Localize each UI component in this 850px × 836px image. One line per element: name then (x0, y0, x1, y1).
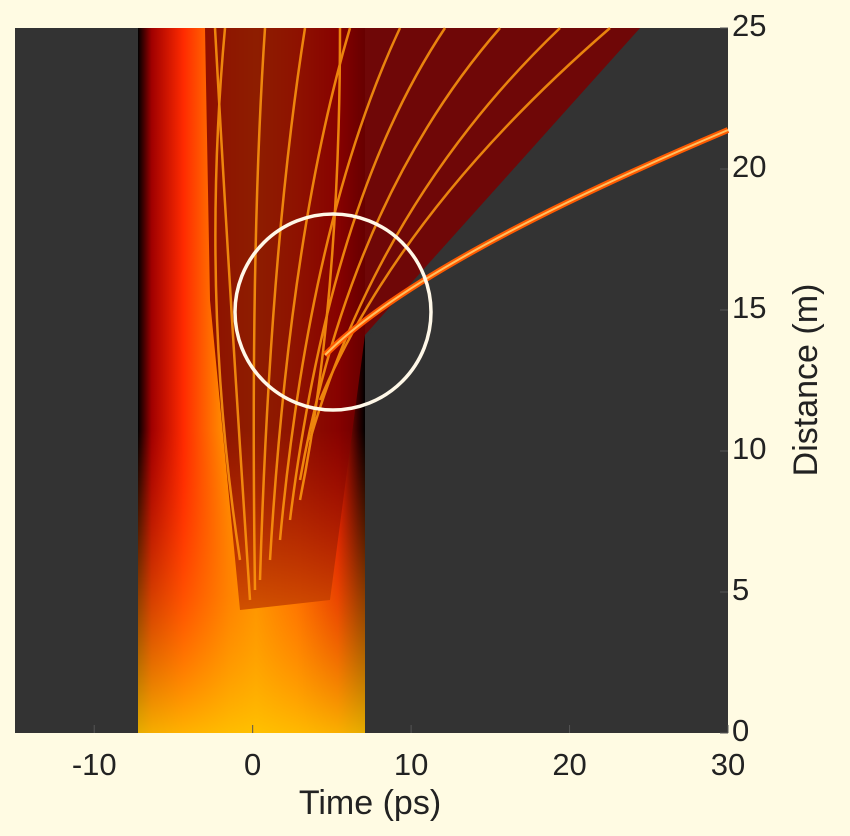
soliton-core (324, 129, 729, 356)
x-tick-label: 30 (711, 747, 745, 782)
y-tick-label: 0 (732, 713, 749, 748)
y-tick-label: 10 (732, 431, 766, 466)
y-tick-label: 20 (732, 149, 766, 184)
x-tick-label: 10 (394, 747, 428, 782)
fan-curves (213, 27, 611, 601)
x-axis-label: Time (ps) (299, 784, 441, 822)
y-axis-label: Distance (m) (787, 284, 825, 477)
y-tick-label: 15 (732, 290, 766, 325)
x-tick-label: 20 (552, 747, 586, 782)
highlight-circle (233, 212, 433, 412)
y-tick-label: 5 (732, 572, 749, 607)
plot-area (15, 27, 730, 733)
pulse-core (138, 430, 365, 733)
y-tick-label: 25 (732, 8, 766, 43)
x-tick-label: 0 (244, 747, 261, 782)
x-tick-label: -10 (72, 747, 117, 782)
